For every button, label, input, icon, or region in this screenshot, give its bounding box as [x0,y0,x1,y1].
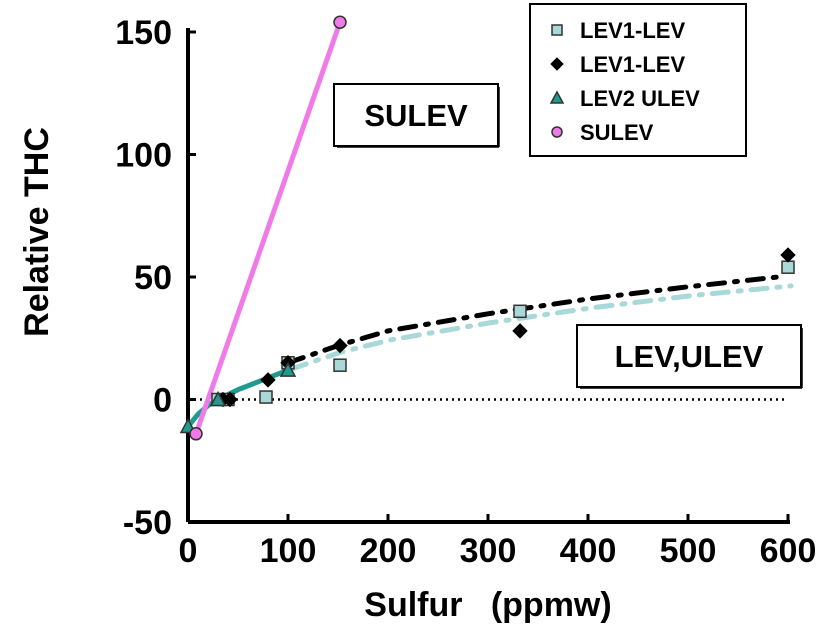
marker-triangle [279,361,297,377]
legend-box [529,3,747,157]
x-tick-label: 100 [260,532,317,570]
annotation-label: SULEV [364,98,468,133]
marker-circle [551,126,563,138]
y-axis-title: Relative THC [18,127,56,337]
legend-item: LEV2 ULEV [549,86,700,111]
x-axis-title: Sulfur (ppmw) [364,586,611,624]
x-tick-label: 400 [560,532,617,570]
annotation-box [333,83,499,147]
legend-label: SULEV [580,120,654,145]
y-tick-label: 50 [134,259,172,297]
legend-label: LEV2 ULEV [580,86,700,111]
marker-square [513,304,527,319]
y-tick-label: 150 [115,14,172,52]
x-tick-label: 300 [460,532,517,570]
marker-diamond [332,337,348,354]
x-tick-label: 600 [760,532,817,570]
x-tick-label: 500 [660,532,717,570]
marker-circle [333,15,347,29]
x-tick-label: 0 [179,532,198,570]
marker-diamond [512,323,528,339]
annotations: SULEV LEV,ULEV [333,83,803,389]
axes [186,28,790,524]
marker-square [333,358,347,372]
marker-diamond [260,372,276,388]
marker-diamond [550,57,564,71]
y-tick-label: 0 [153,382,172,420]
annotation-box [576,324,802,388]
legend-item: LEV1-LEV [550,52,685,77]
marker-triangle [549,90,565,104]
x-tick-label: 200 [360,532,417,570]
annotation-lev-ulev: LEV,ULEV [576,324,803,389]
marker-square [551,24,563,36]
marker-circle [189,427,203,441]
trendline [193,19,343,437]
annotation-sulev: SULEV [333,83,500,148]
marker-triangle [209,390,227,407]
legend: LEV1-LEV LEV1-LEV LEV2 ULEV SULEV [529,3,747,157]
legend-item: LEV1-LEV [551,18,685,43]
y-tick-label: -50 [123,504,172,542]
marker-diamond [222,391,238,408]
legend-label: LEV1-LEV [580,18,685,43]
marker-diamond [780,247,796,263]
annotation-label: LEV,ULEV [615,339,764,374]
legend-label: LEV1-LEV [580,52,685,77]
marker-square [259,390,273,404]
y-tick-label: 100 [115,137,172,175]
marker-square [781,260,795,274]
data-points [179,15,796,441]
legend-item: SULEV [551,120,654,145]
